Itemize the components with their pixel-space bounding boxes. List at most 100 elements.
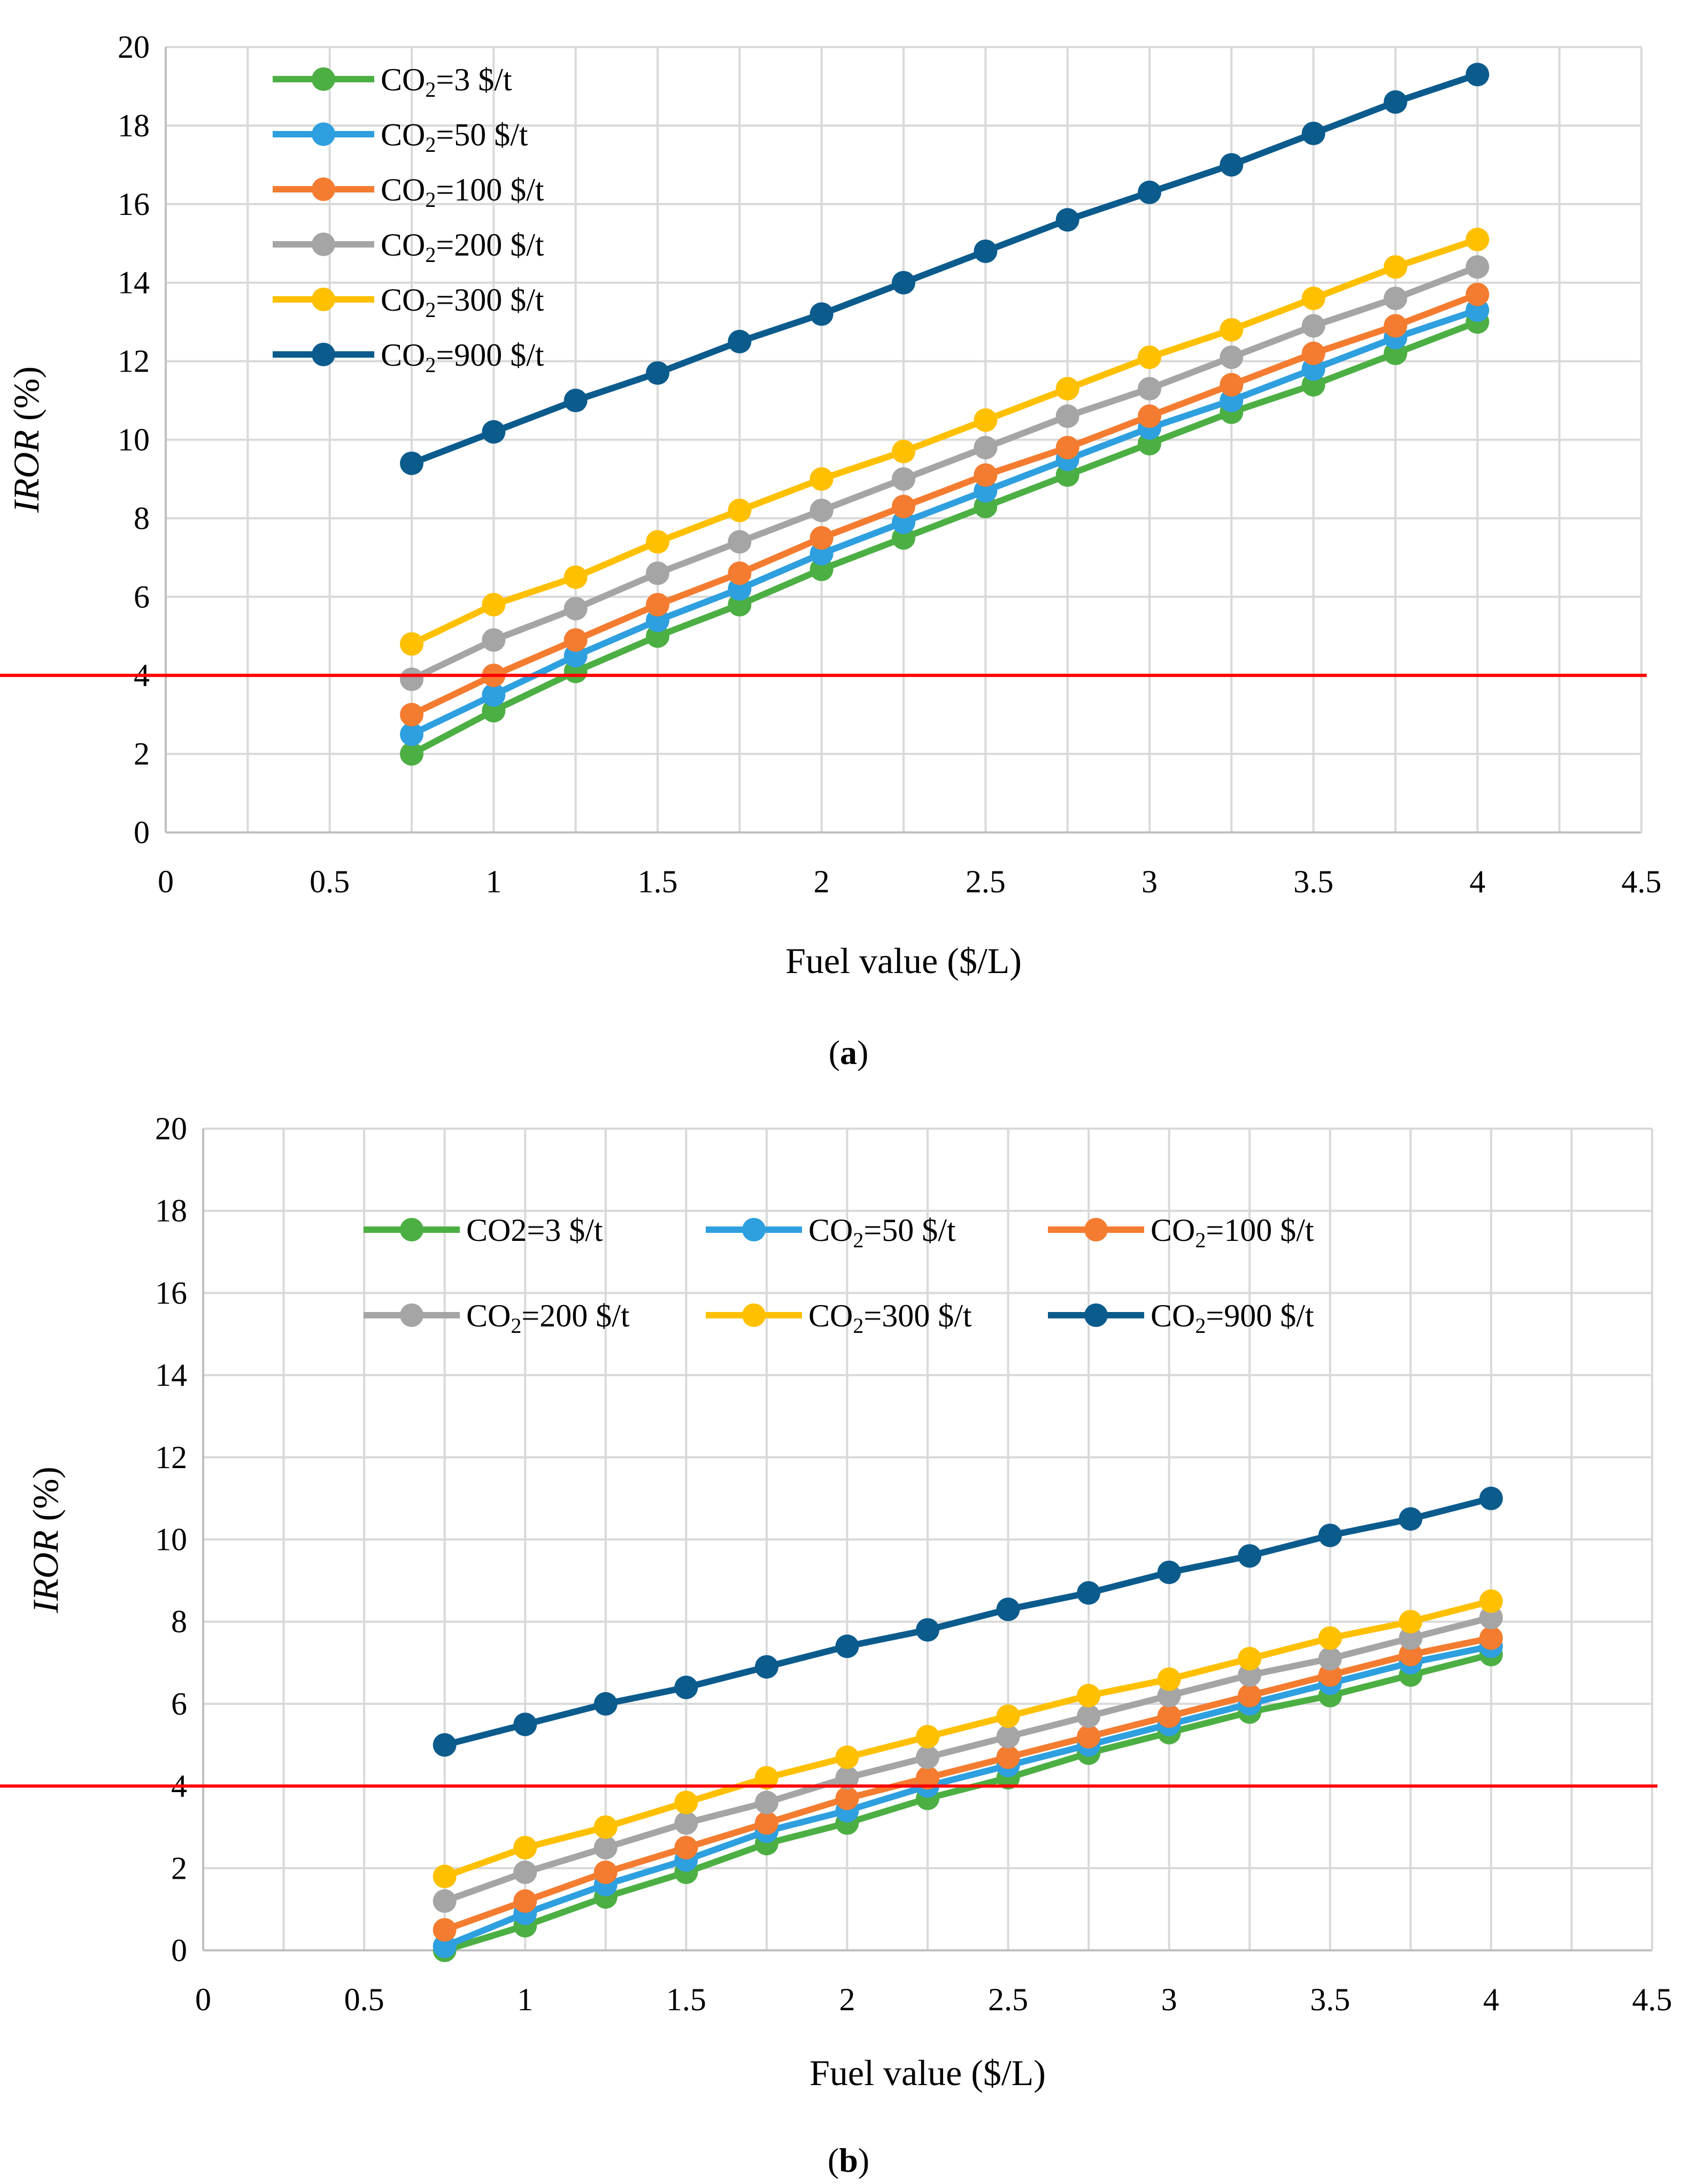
x-axis-title: Fuel value ($/L) [809,2052,1046,2093]
data-point [593,1835,618,1859]
y-tick-label: 20 [155,1111,187,1146]
y-tick-label: 2 [134,736,150,771]
legend-swatch-marker [742,1218,766,1241]
legend-label-subscript: 2 [425,188,436,212]
data-point [1077,1725,1101,1749]
data-point [754,1766,778,1790]
y-tick-label: 12 [155,1440,187,1475]
data-point [996,1598,1020,1622]
data-point [1138,404,1161,428]
data-point [1238,1544,1262,1568]
data-point [1138,377,1161,401]
data-point [1077,1704,1101,1728]
series-line-0 [443,1651,1492,1954]
data-point [1157,1667,1181,1691]
series-line-0 [410,319,1479,757]
y-tick-label: 12 [118,344,150,379]
data-point [1157,1704,1181,1728]
series-line-3 [443,1614,1492,1904]
data-point [513,1860,537,1884]
data-point [564,628,588,652]
data-point [1399,1642,1423,1666]
series-line-5 [444,1495,1492,1748]
data-point [1399,1626,1423,1650]
legend-label-suffix: =200 $/t [521,1298,630,1333]
x-tick-label: 0.5 [344,1982,384,2017]
data-point [1479,1589,1503,1613]
data-point [400,632,423,656]
legend-swatch-marker [400,1303,423,1327]
data-point [433,1733,457,1757]
legend-label-subscript: 2 [425,243,436,267]
data-point [916,1725,939,1749]
legend-label-prefix: CO [808,1298,853,1333]
data-point [996,1704,1020,1728]
y-tick-label: 16 [118,187,150,222]
caption-paren-open: ( [828,2141,839,2179]
caption-paren-close: ) [857,1033,868,1071]
y-axis-title: IROR (%) [25,1467,66,1614]
data-point [564,597,588,621]
legend-label: CO2=200 $/t [466,1298,630,1338]
legend-label: CO2=50 $/t [381,117,528,157]
data-point [754,1811,778,1835]
data-point [974,463,998,487]
legend-label-subscript: 2 [425,133,436,157]
data-point [1318,1523,1342,1547]
data-point [646,592,669,616]
legend-swatch-marker [1084,1218,1108,1241]
data-point [1238,1684,1262,1708]
caption-letter: b [839,2141,858,2179]
series-line-3 [410,264,1479,682]
data-point [593,1815,618,1839]
legend-swatch-marker [400,1218,423,1241]
data-point [1399,1507,1423,1531]
legend-label-suffix: =300 $/t [436,282,544,318]
legend-label-subscript: 2 [425,298,436,322]
data-point [892,439,915,464]
y-tick-label: 6 [134,579,150,614]
data-point [835,1745,859,1769]
legend-swatch-marker [1084,1303,1108,1327]
y-tick-label: 8 [171,1604,187,1639]
legend-label: CO2=200 $/t [381,227,544,267]
legend-label: CO2=3 $/t [466,1213,603,1248]
legend-label-prefix: CO [1151,1298,1195,1333]
data-point [674,1676,698,1700]
legend-label: CO2=300 $/t [808,1298,972,1338]
y-axis-title-unit: (%) [25,1467,66,1530]
data-point [1384,314,1407,338]
legend-label: CO2=900 $/t [1151,1298,1314,1338]
x-tick-label: 0.5 [310,864,350,899]
x-tick-label: 4.5 [1622,864,1662,899]
legend-label-subscript: 2 [425,78,436,102]
data-point [892,271,915,295]
data-point [1220,153,1244,177]
data-point [1465,227,1490,251]
data-point [916,1618,939,1642]
data-point [728,530,752,554]
y-tick-label: 10 [155,1522,187,1557]
data-point [835,1766,859,1790]
data-point [400,667,423,691]
data-point [1138,180,1161,204]
data-point [809,467,834,491]
data-point [482,628,506,652]
legend-swatch-marker [312,233,335,256]
data-point [564,565,588,589]
y-tick-label: 0 [134,815,150,850]
x-tick-label: 2 [814,864,830,899]
data-point [1318,1647,1342,1671]
data-point [1479,1606,1503,1630]
x-tick-label: 2 [839,1982,855,2017]
x-tick-label: 1.5 [638,864,678,899]
legend-label: CO2=300 $/t [381,282,544,322]
data-point [1465,255,1490,279]
legend-label: CO2=100 $/t [381,172,544,212]
legend-label: CO2=900 $/t [381,337,544,377]
data-point [1301,314,1325,338]
